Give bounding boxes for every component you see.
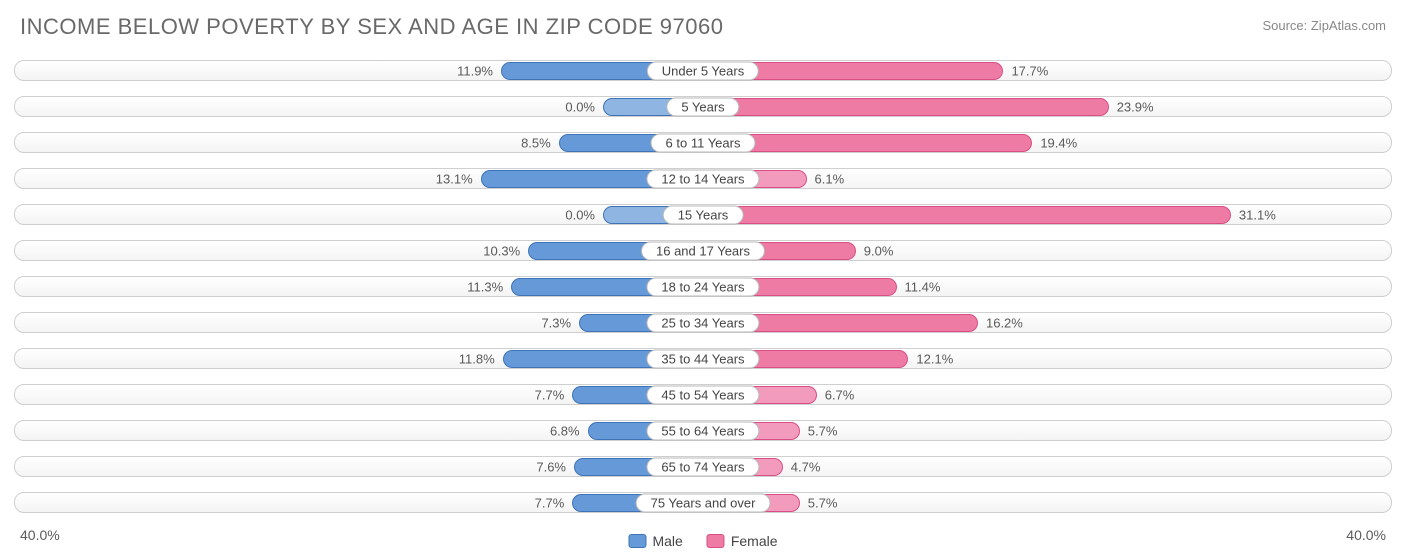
- female-bar: [703, 206, 1231, 224]
- source-label: Source: ZipAtlas.com: [1262, 18, 1386, 33]
- chart-row: 6.8% 5.7% 55 to 64 Years: [14, 414, 1392, 447]
- age-label: 75 Years and over: [636, 493, 771, 512]
- chart-row: 11.8% 12.1% 35 to 44 Years: [14, 342, 1392, 375]
- female-value: 12.1%: [916, 351, 953, 366]
- age-label: 55 to 64 Years: [646, 421, 759, 440]
- female-value: 23.9%: [1117, 99, 1154, 114]
- male-value: 11.8%: [459, 351, 495, 366]
- female-value: 9.0%: [864, 243, 894, 258]
- axis-max-right: 40.0%: [1346, 527, 1386, 543]
- age-label: 65 to 74 Years: [646, 457, 759, 476]
- age-label: 16 and 17 Years: [641, 241, 765, 260]
- age-label: 18 to 24 Years: [646, 277, 759, 296]
- male-value: 7.6%: [536, 459, 566, 474]
- female-value: 6.1%: [815, 171, 845, 186]
- legend-item-female: Female: [707, 533, 778, 549]
- age-label: 5 Years: [666, 97, 739, 116]
- chart-row: 11.9% 17.7% Under 5 Years: [14, 54, 1392, 87]
- female-value: 16.2%: [986, 315, 1023, 330]
- female-value: 31.1%: [1239, 207, 1276, 222]
- female-value: 17.7%: [1011, 63, 1048, 78]
- male-value: 7.7%: [535, 387, 565, 402]
- female-value: 4.7%: [791, 459, 821, 474]
- male-value: 10.3%: [483, 243, 520, 258]
- female-value: 6.7%: [825, 387, 855, 402]
- female-value: 5.7%: [808, 423, 838, 438]
- female-value: 19.4%: [1040, 135, 1077, 150]
- female-value: 5.7%: [808, 495, 838, 510]
- chart-row: 7.3% 16.2% 25 to 34 Years: [14, 306, 1392, 339]
- age-label: 35 to 44 Years: [646, 349, 759, 368]
- age-label: 15 Years: [663, 205, 744, 224]
- male-value: 0.0%: [565, 99, 595, 114]
- male-value: 8.5%: [521, 135, 551, 150]
- chart-row: 11.3% 11.4% 18 to 24 Years: [14, 270, 1392, 303]
- chart-row: 7.7% 5.7% 75 Years and over: [14, 486, 1392, 519]
- legend-item-male: Male: [628, 533, 682, 549]
- age-label: 6 to 11 Years: [651, 133, 756, 152]
- male-value: 13.1%: [436, 171, 473, 186]
- male-value: 7.7%: [535, 495, 565, 510]
- chart-row: 7.7% 6.7% 45 to 54 Years: [14, 378, 1392, 411]
- chart-title: INCOME BELOW POVERTY BY SEX AND AGE IN Z…: [20, 14, 723, 40]
- female-value: 11.4%: [905, 279, 941, 294]
- legend-male-label: Male: [652, 533, 682, 549]
- female-swatch-icon: [707, 534, 725, 548]
- age-label: 12 to 14 Years: [646, 169, 759, 188]
- chart-row: 10.3% 9.0% 16 and 17 Years: [14, 234, 1392, 267]
- chart-row: 13.1% 6.1% 12 to 14 Years: [14, 162, 1392, 195]
- male-value: 7.3%: [541, 315, 571, 330]
- male-value: 6.8%: [550, 423, 580, 438]
- chart-row: 0.0% 23.9% 5 Years: [14, 90, 1392, 123]
- axis-max-left: 40.0%: [20, 527, 60, 543]
- chart-row: 8.5% 19.4% 6 to 11 Years: [14, 126, 1392, 159]
- legend-female-label: Female: [731, 533, 778, 549]
- female-bar: [703, 98, 1109, 116]
- age-label: 45 to 54 Years: [646, 385, 759, 404]
- chart-row: 7.6% 4.7% 65 to 74 Years: [14, 450, 1392, 483]
- age-label: Under 5 Years: [647, 61, 759, 80]
- male-value: 11.9%: [457, 63, 493, 78]
- male-swatch-icon: [628, 534, 646, 548]
- chart-row: 0.0% 31.1% 15 Years: [14, 198, 1392, 231]
- chart-area: 11.9% 17.7% Under 5 Years 0.0% 23.9% 5 Years 8…: [14, 54, 1392, 523]
- legend: Male Female: [628, 533, 777, 549]
- male-value: 0.0%: [565, 207, 595, 222]
- age-label: 25 to 34 Years: [646, 313, 759, 332]
- male-value: 11.3%: [467, 279, 503, 294]
